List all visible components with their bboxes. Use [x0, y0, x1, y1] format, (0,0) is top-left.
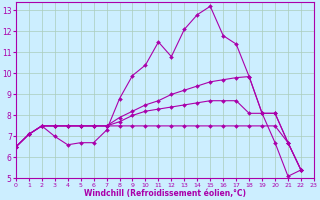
X-axis label: Windchill (Refroidissement éolien,°C): Windchill (Refroidissement éolien,°C): [84, 189, 246, 198]
